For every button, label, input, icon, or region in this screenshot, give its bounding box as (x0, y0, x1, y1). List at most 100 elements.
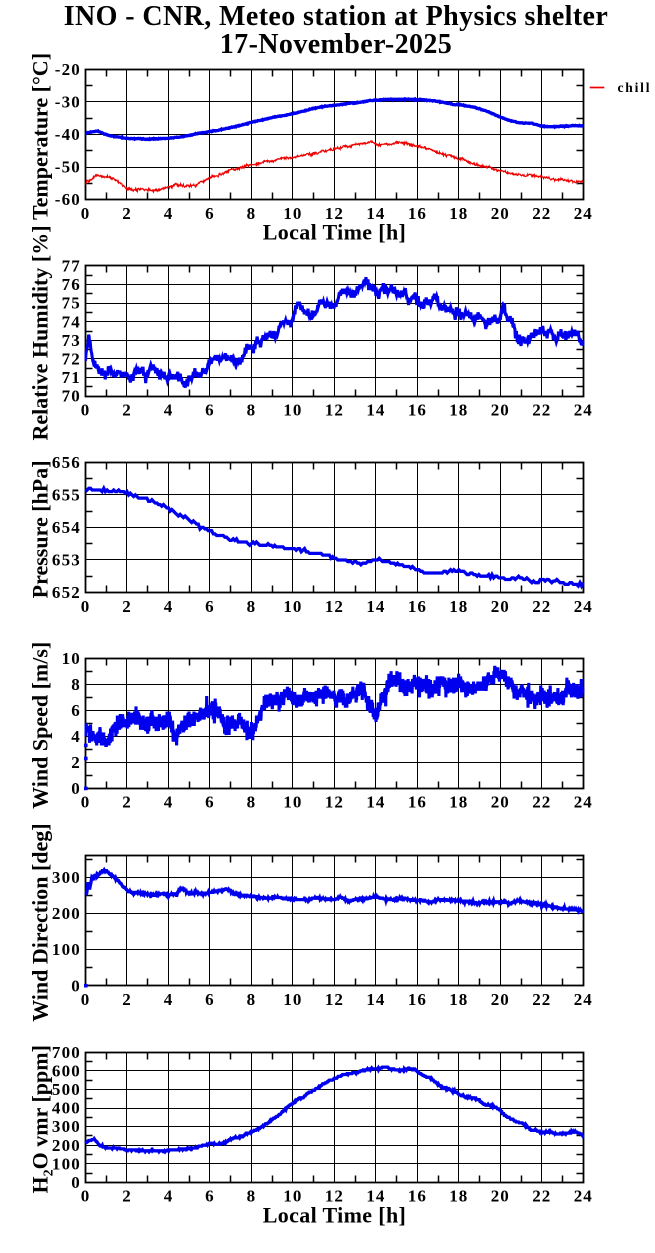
svg-text:-20: -20 (55, 60, 81, 79)
svg-text:Temperature [°C]: Temperature [°C] (28, 53, 53, 220)
svg-text:0: 0 (81, 990, 91, 1009)
svg-text:16: 16 (408, 400, 427, 419)
svg-text:0: 0 (81, 597, 91, 616)
svg-text:700: 700 (52, 1043, 81, 1062)
svg-text:0: 0 (71, 779, 81, 798)
svg-text:2: 2 (122, 1187, 132, 1206)
svg-text:18: 18 (449, 990, 468, 1009)
svg-text:Local Time [h]: Local Time [h] (263, 1203, 406, 1228)
svg-text:chill: chill (618, 80, 652, 95)
svg-text:8: 8 (247, 990, 257, 1009)
svg-text:4: 4 (164, 793, 174, 812)
svg-text:14: 14 (366, 597, 385, 616)
svg-text:4: 4 (164, 400, 174, 419)
svg-text:Pressure [hPa]: Pressure [hPa] (28, 460, 53, 598)
svg-text:500: 500 (52, 1080, 81, 1099)
svg-text:71: 71 (62, 368, 81, 387)
svg-text:18: 18 (449, 400, 468, 419)
svg-text:654: 654 (52, 518, 81, 537)
svg-text:100: 100 (52, 1154, 81, 1173)
svg-text:Local Time [h]: Local Time [h] (263, 220, 406, 245)
svg-text:20: 20 (491, 793, 510, 812)
svg-text:17-November-2025: 17-November-2025 (220, 29, 452, 60)
svg-text:400: 400 (52, 1099, 81, 1118)
svg-text:76: 76 (62, 275, 81, 294)
svg-text:12: 12 (325, 400, 344, 419)
svg-text:72: 72 (62, 350, 81, 369)
svg-text:4: 4 (164, 1187, 174, 1206)
svg-text:2: 2 (122, 990, 132, 1009)
svg-text:16: 16 (408, 597, 427, 616)
svg-text:20: 20 (491, 990, 510, 1009)
svg-text:4: 4 (71, 727, 81, 746)
svg-text:6: 6 (205, 990, 215, 1009)
svg-text:4: 4 (164, 597, 174, 616)
svg-text:200: 200 (52, 1136, 81, 1155)
svg-text:300: 300 (52, 868, 81, 887)
svg-text:652: 652 (52, 583, 81, 602)
svg-text:8: 8 (71, 675, 81, 694)
svg-text:12: 12 (325, 1187, 344, 1206)
svg-text:24: 24 (574, 204, 593, 223)
svg-text:18: 18 (449, 597, 468, 616)
svg-text:10: 10 (283, 204, 302, 223)
svg-text:-30: -30 (55, 93, 81, 112)
svg-text:22: 22 (532, 400, 551, 419)
svg-text:77: 77 (62, 257, 81, 276)
svg-text:24: 24 (574, 400, 593, 419)
svg-text:18: 18 (449, 1187, 468, 1206)
svg-text:0: 0 (81, 400, 91, 419)
svg-text:10: 10 (283, 793, 302, 812)
svg-text:2: 2 (122, 597, 132, 616)
svg-text:4: 4 (164, 204, 174, 223)
svg-text:100: 100 (52, 940, 81, 959)
svg-text:16: 16 (408, 1187, 427, 1206)
svg-text:14: 14 (366, 204, 385, 223)
svg-text:0: 0 (81, 204, 91, 223)
svg-text:0: 0 (81, 1187, 91, 1206)
svg-text:22: 22 (532, 990, 551, 1009)
svg-text:22: 22 (532, 793, 551, 812)
svg-text:8: 8 (247, 793, 257, 812)
svg-text:Wind Direction [deg]: Wind Direction [deg] (28, 823, 53, 1021)
svg-text:8: 8 (247, 204, 257, 223)
svg-text:2: 2 (122, 204, 132, 223)
svg-text:H2O vmr [ppm]: H2O vmr [ppm] (28, 1045, 57, 1193)
svg-text:14: 14 (366, 793, 385, 812)
svg-text:75: 75 (62, 294, 81, 313)
svg-text:22: 22 (532, 597, 551, 616)
svg-text:20: 20 (491, 597, 510, 616)
svg-text:16: 16 (408, 204, 427, 223)
svg-text:12: 12 (325, 597, 344, 616)
svg-text:10: 10 (283, 597, 302, 616)
svg-text:8: 8 (247, 597, 257, 616)
svg-text:14: 14 (366, 990, 385, 1009)
svg-text:-50: -50 (55, 158, 81, 177)
svg-text:10: 10 (283, 400, 302, 419)
svg-text:10: 10 (283, 1187, 302, 1206)
svg-text:22: 22 (532, 1187, 551, 1206)
svg-text:Wind Speed [m/s]: Wind Speed [m/s] (28, 642, 53, 809)
svg-text:14: 14 (366, 1187, 385, 1206)
svg-text:8: 8 (247, 400, 257, 419)
svg-text:200: 200 (52, 904, 81, 923)
svg-text:12: 12 (325, 793, 344, 812)
svg-text:20: 20 (491, 400, 510, 419)
svg-text:6: 6 (205, 400, 215, 419)
svg-text:4: 4 (164, 990, 174, 1009)
svg-text:6: 6 (205, 597, 215, 616)
svg-text:10: 10 (62, 649, 81, 668)
svg-text:0: 0 (71, 1173, 81, 1192)
svg-text:INO - CNR, Meteo station at Ph: INO - CNR, Meteo station at Physics shel… (64, 1, 608, 32)
svg-text:16: 16 (408, 793, 427, 812)
svg-text:-40: -40 (55, 125, 81, 144)
svg-text:2: 2 (122, 400, 132, 419)
svg-text:Relative Humidity [%]: Relative Humidity [%] (28, 225, 53, 440)
svg-text:6: 6 (205, 1187, 215, 1206)
svg-text:655: 655 (52, 486, 81, 505)
svg-text:24: 24 (574, 990, 593, 1009)
svg-text:20: 20 (491, 1187, 510, 1206)
svg-text:73: 73 (62, 331, 81, 350)
svg-text:300: 300 (52, 1117, 81, 1136)
svg-text:2: 2 (122, 793, 132, 812)
